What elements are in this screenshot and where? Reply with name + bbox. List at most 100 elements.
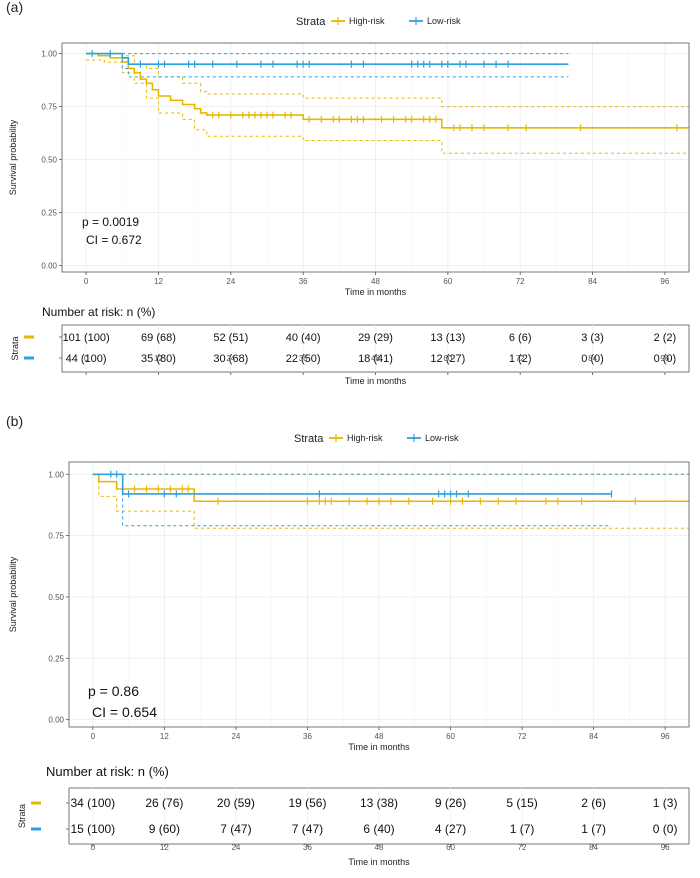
risk-cell: 40 (40)	[286, 332, 321, 344]
risk-cell: 9 (60)	[149, 822, 180, 836]
survival-curve	[92, 473, 612, 495]
risk-cell: 69 (68)	[141, 332, 176, 344]
risk-cell: 4 (27)	[435, 822, 466, 836]
risk-cell: 2 (6)	[581, 796, 606, 810]
x-tick-label: 0	[84, 277, 89, 286]
legend-title: Strata	[294, 433, 324, 445]
risk-cell: 5 (15)	[506, 796, 537, 810]
risk-cell: 15 (100)	[70, 822, 115, 836]
survival-curve	[86, 52, 569, 66]
y-tick-label: 0.50	[41, 156, 57, 165]
series-low-risk	[86, 50, 569, 78]
concordance-index: CI = 0.654	[92, 704, 157, 720]
x-tick-label: 48	[371, 277, 380, 286]
risk-x-tick-label: 36	[299, 354, 308, 363]
y-axis-title: Survival probability	[8, 556, 18, 632]
y-tick-label: 0.25	[41, 209, 57, 218]
gridlines	[62, 43, 689, 272]
panel-label: (b)	[6, 413, 23, 429]
risk-x-tick-label: 48	[375, 843, 384, 852]
risk-x-tick-label: 72	[518, 843, 527, 852]
risk-x-tick-label: 0	[84, 354, 89, 363]
y-tick-label: 0.75	[48, 532, 64, 541]
x-tick-label: 60	[446, 732, 455, 741]
legend-entry-high-risk: High-risk	[329, 433, 383, 443]
y-tick-label: 0.00	[41, 262, 57, 271]
risk-x-tick-label: 84	[588, 354, 597, 363]
x-tick-label: 36	[303, 732, 312, 741]
risk-cell: 1 (3)	[653, 796, 678, 810]
legend: Strata High-risk Low-risk	[296, 16, 461, 28]
risk-x-tick-label: 72	[516, 354, 525, 363]
x-tick-label: 48	[375, 732, 384, 741]
risk-cell: 18 (41)	[358, 353, 393, 365]
x-axis-title: Time in months	[345, 287, 407, 297]
y-tick-label: 0.50	[48, 593, 64, 602]
legend-label: High-risk	[347, 433, 383, 443]
risk-x-tick-label: 48	[371, 354, 380, 363]
risk-cell: 3 (3)	[581, 332, 604, 344]
gridlines	[69, 462, 689, 727]
risk-x-tick-label: 24	[226, 354, 235, 363]
risk-cell: 7 (47)	[220, 822, 251, 836]
risk-x-tick-label: 96	[660, 354, 669, 363]
series-low-risk	[92, 470, 689, 527]
legend-title: Strata	[296, 16, 326, 28]
legend-entry-low-risk: Low-risk	[407, 433, 459, 443]
legend-label: Low-risk	[425, 433, 459, 443]
risk-x-tick-label: 0	[91, 843, 96, 852]
chart-panel-a: (a) Strata High-risk Low-risk 0.00 0.25 0.50 0.…	[6, 0, 690, 386]
x-tick-label: 36	[299, 277, 308, 286]
risk-cell: 30 (68)	[213, 353, 248, 365]
y-tick-label: 1.00	[41, 50, 57, 59]
y-tick-label: 0.00	[48, 716, 64, 725]
risk-table-strata-label: Strata	[17, 804, 27, 828]
y-tick-label: 0.25	[48, 654, 64, 663]
risk-table-strata-label: Strata	[10, 336, 20, 360]
confidence-upper-line	[86, 53, 689, 108]
risk-cell: 20 (59)	[217, 796, 255, 810]
legend-label: High-risk	[349, 16, 385, 26]
risk-cell: 2 (2)	[654, 332, 677, 344]
risk-cell: 6 (40)	[363, 822, 394, 836]
risk-cell: 44 (100)	[66, 353, 107, 365]
risk-cell: 35 (80)	[141, 353, 176, 365]
y-tick-label: 0.75	[41, 103, 57, 112]
panel-label: (a)	[6, 0, 23, 15]
y-axis-title: Survival probability	[8, 119, 18, 195]
risk-x-axis-title: Time in months	[348, 857, 410, 867]
x-tick-label: 12	[154, 277, 163, 286]
y-tick-label: 1.00	[48, 470, 64, 479]
risk-cell: 0 (0)	[581, 353, 604, 365]
risk-cell: 6 (6)	[509, 332, 532, 344]
x-tick-label: 24	[231, 732, 240, 741]
x-axis-title: Time in months	[348, 742, 410, 752]
risk-cell: 29 (29)	[358, 332, 393, 344]
risk-x-tick-label: 36	[303, 843, 312, 852]
x-tick-label: 84	[588, 277, 597, 286]
risk-cell: 34 (100)	[70, 796, 115, 810]
risk-x-tick-label: 12	[154, 354, 163, 363]
legend-entry-low-risk: Low-risk	[409, 16, 461, 26]
risk-cell: 22 (50)	[286, 353, 321, 365]
risk-table-title: Number at risk: n (%)	[42, 305, 155, 319]
risk-x-tick-label: 24	[231, 843, 240, 852]
risk-cell: 0 (0)	[654, 353, 677, 365]
x-tick-label: 0	[91, 732, 96, 741]
risk-cell: 7 (47)	[292, 822, 323, 836]
concordance-index: CI = 0.672	[86, 233, 142, 247]
risk-x-tick-label: 60	[446, 843, 455, 852]
legend: Strata High-risk Low-risk	[294, 433, 459, 445]
risk-table-title: Number at risk: n (%)	[46, 764, 169, 779]
p-value: p = 0.0019	[82, 215, 139, 229]
x-tick-label: 72	[518, 732, 527, 741]
x-tick-label: 60	[443, 277, 452, 286]
risk-cell: 13 (38)	[360, 796, 398, 810]
risk-cell: 9 (26)	[435, 796, 466, 810]
risk-cell: 12 (27)	[430, 353, 465, 365]
x-tick-label: 72	[516, 277, 525, 286]
risk-cell: 0 (0)	[653, 822, 678, 836]
risk-cell: 13 (13)	[430, 332, 465, 344]
x-tick-label: 12	[160, 732, 169, 741]
